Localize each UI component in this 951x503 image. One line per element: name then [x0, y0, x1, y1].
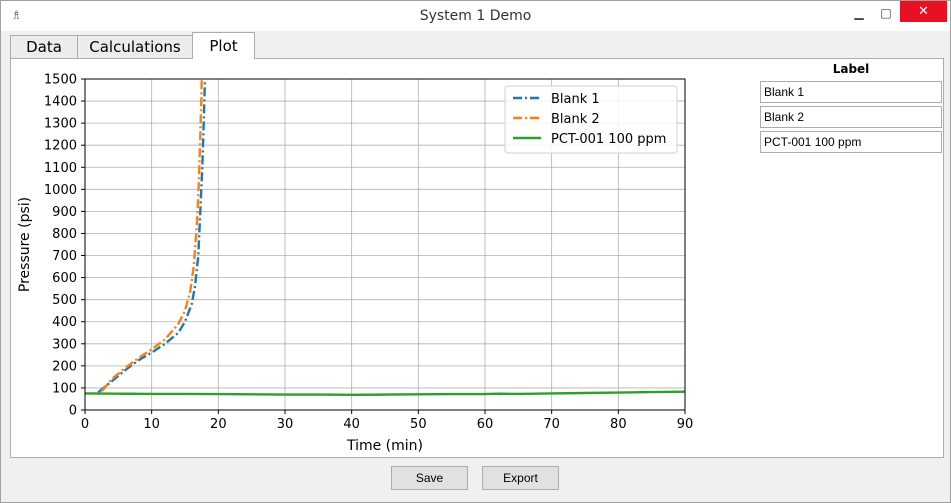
- y-tick-label: 1100: [44, 161, 77, 176]
- label-field-blank-1[interactable]: Blank 1: [760, 81, 942, 103]
- title-bar: ♗ System 1 Demo ▁ □ ✕: [1, 1, 950, 31]
- y-tick-label: 700: [52, 249, 77, 264]
- export-button[interactable]: Export: [482, 466, 559, 490]
- plot-area: [84, 78, 686, 411]
- y-tick-label: 1000: [44, 183, 77, 198]
- x-tick-label: 20: [210, 417, 227, 432]
- legend-box: [504, 85, 678, 154]
- tab-data[interactable]: Data: [10, 35, 78, 58]
- label-field-blank-2[interactable]: Blank 2: [760, 106, 942, 128]
- pressure-chart: 0 10 20 30 40 50 60 70 80 90010020030040050060070…: [17, 73, 693, 455]
- x-tick-label: 60: [477, 417, 494, 432]
- y-tick-label: 1400: [44, 95, 77, 110]
- chart-legend: Blank 1 Blank 2 PCT-001 100 ppm: [504, 85, 678, 154]
- series-line-3: [85, 390, 685, 397]
- tab-calculations[interactable]: Calculations: [77, 35, 193, 58]
- axes: 0 10 20 30 40 50 60 70 80 90010020030040050060070…: [44, 73, 693, 433]
- y-tick-label: 900: [52, 205, 77, 220]
- label-field-pct-001[interactable]: PCT-001 100 ppm: [760, 131, 942, 153]
- y-tick-label: 200: [52, 359, 77, 374]
- y-tick-label: 1300: [44, 117, 77, 132]
- y-tick-label: 100: [52, 381, 77, 396]
- series-line-2: [100, 79, 203, 392]
- series-layer: [85, 79, 685, 397]
- close-button[interactable]: ✕: [900, 1, 947, 22]
- tab-plot[interactable]: Plot: [192, 32, 255, 59]
- x-tick-label: 80: [610, 417, 627, 432]
- window-title: System 1 Demo: [419, 8, 532, 24]
- x-tick-label: 40: [343, 417, 360, 432]
- legend-label: Blank 2: [551, 112, 600, 127]
- legend-label: PCT-001 100 ppm: [551, 132, 666, 147]
- label-column-header: Label: [832, 62, 870, 76]
- app-icon[interactable]: ♗: [11, 8, 22, 22]
- y-tick-label: 800: [52, 227, 77, 242]
- y-tick-label: 400: [52, 315, 77, 330]
- x-tick-label: 90: [677, 417, 694, 432]
- legend-label: Blank 1: [551, 92, 600, 107]
- save-button[interactable]: Save: [391, 466, 468, 490]
- y-tick-label: 300: [52, 337, 77, 352]
- y-tick-label: 1200: [44, 139, 77, 154]
- maximize-button[interactable]: □: [880, 6, 892, 20]
- x-tick-label: 10: [143, 417, 160, 432]
- y-tick-label: 600: [52, 271, 77, 286]
- x-axis-label: Time (min): [346, 438, 423, 454]
- y-tick-label: 500: [52, 293, 77, 308]
- x-tick-label: 30: [277, 417, 294, 432]
- x-tick-label: 70: [543, 417, 560, 432]
- y-tick-label: 1500: [44, 73, 77, 88]
- y-axis-label: Pressure (psi): [17, 197, 33, 292]
- minimize-button[interactable]: ▁: [854, 6, 864, 20]
- y-tick-label: 0: [69, 404, 77, 419]
- series-line-1: [97, 79, 207, 394]
- x-tick-label: 0: [81, 417, 89, 432]
- x-tick-label: 50: [410, 417, 427, 432]
